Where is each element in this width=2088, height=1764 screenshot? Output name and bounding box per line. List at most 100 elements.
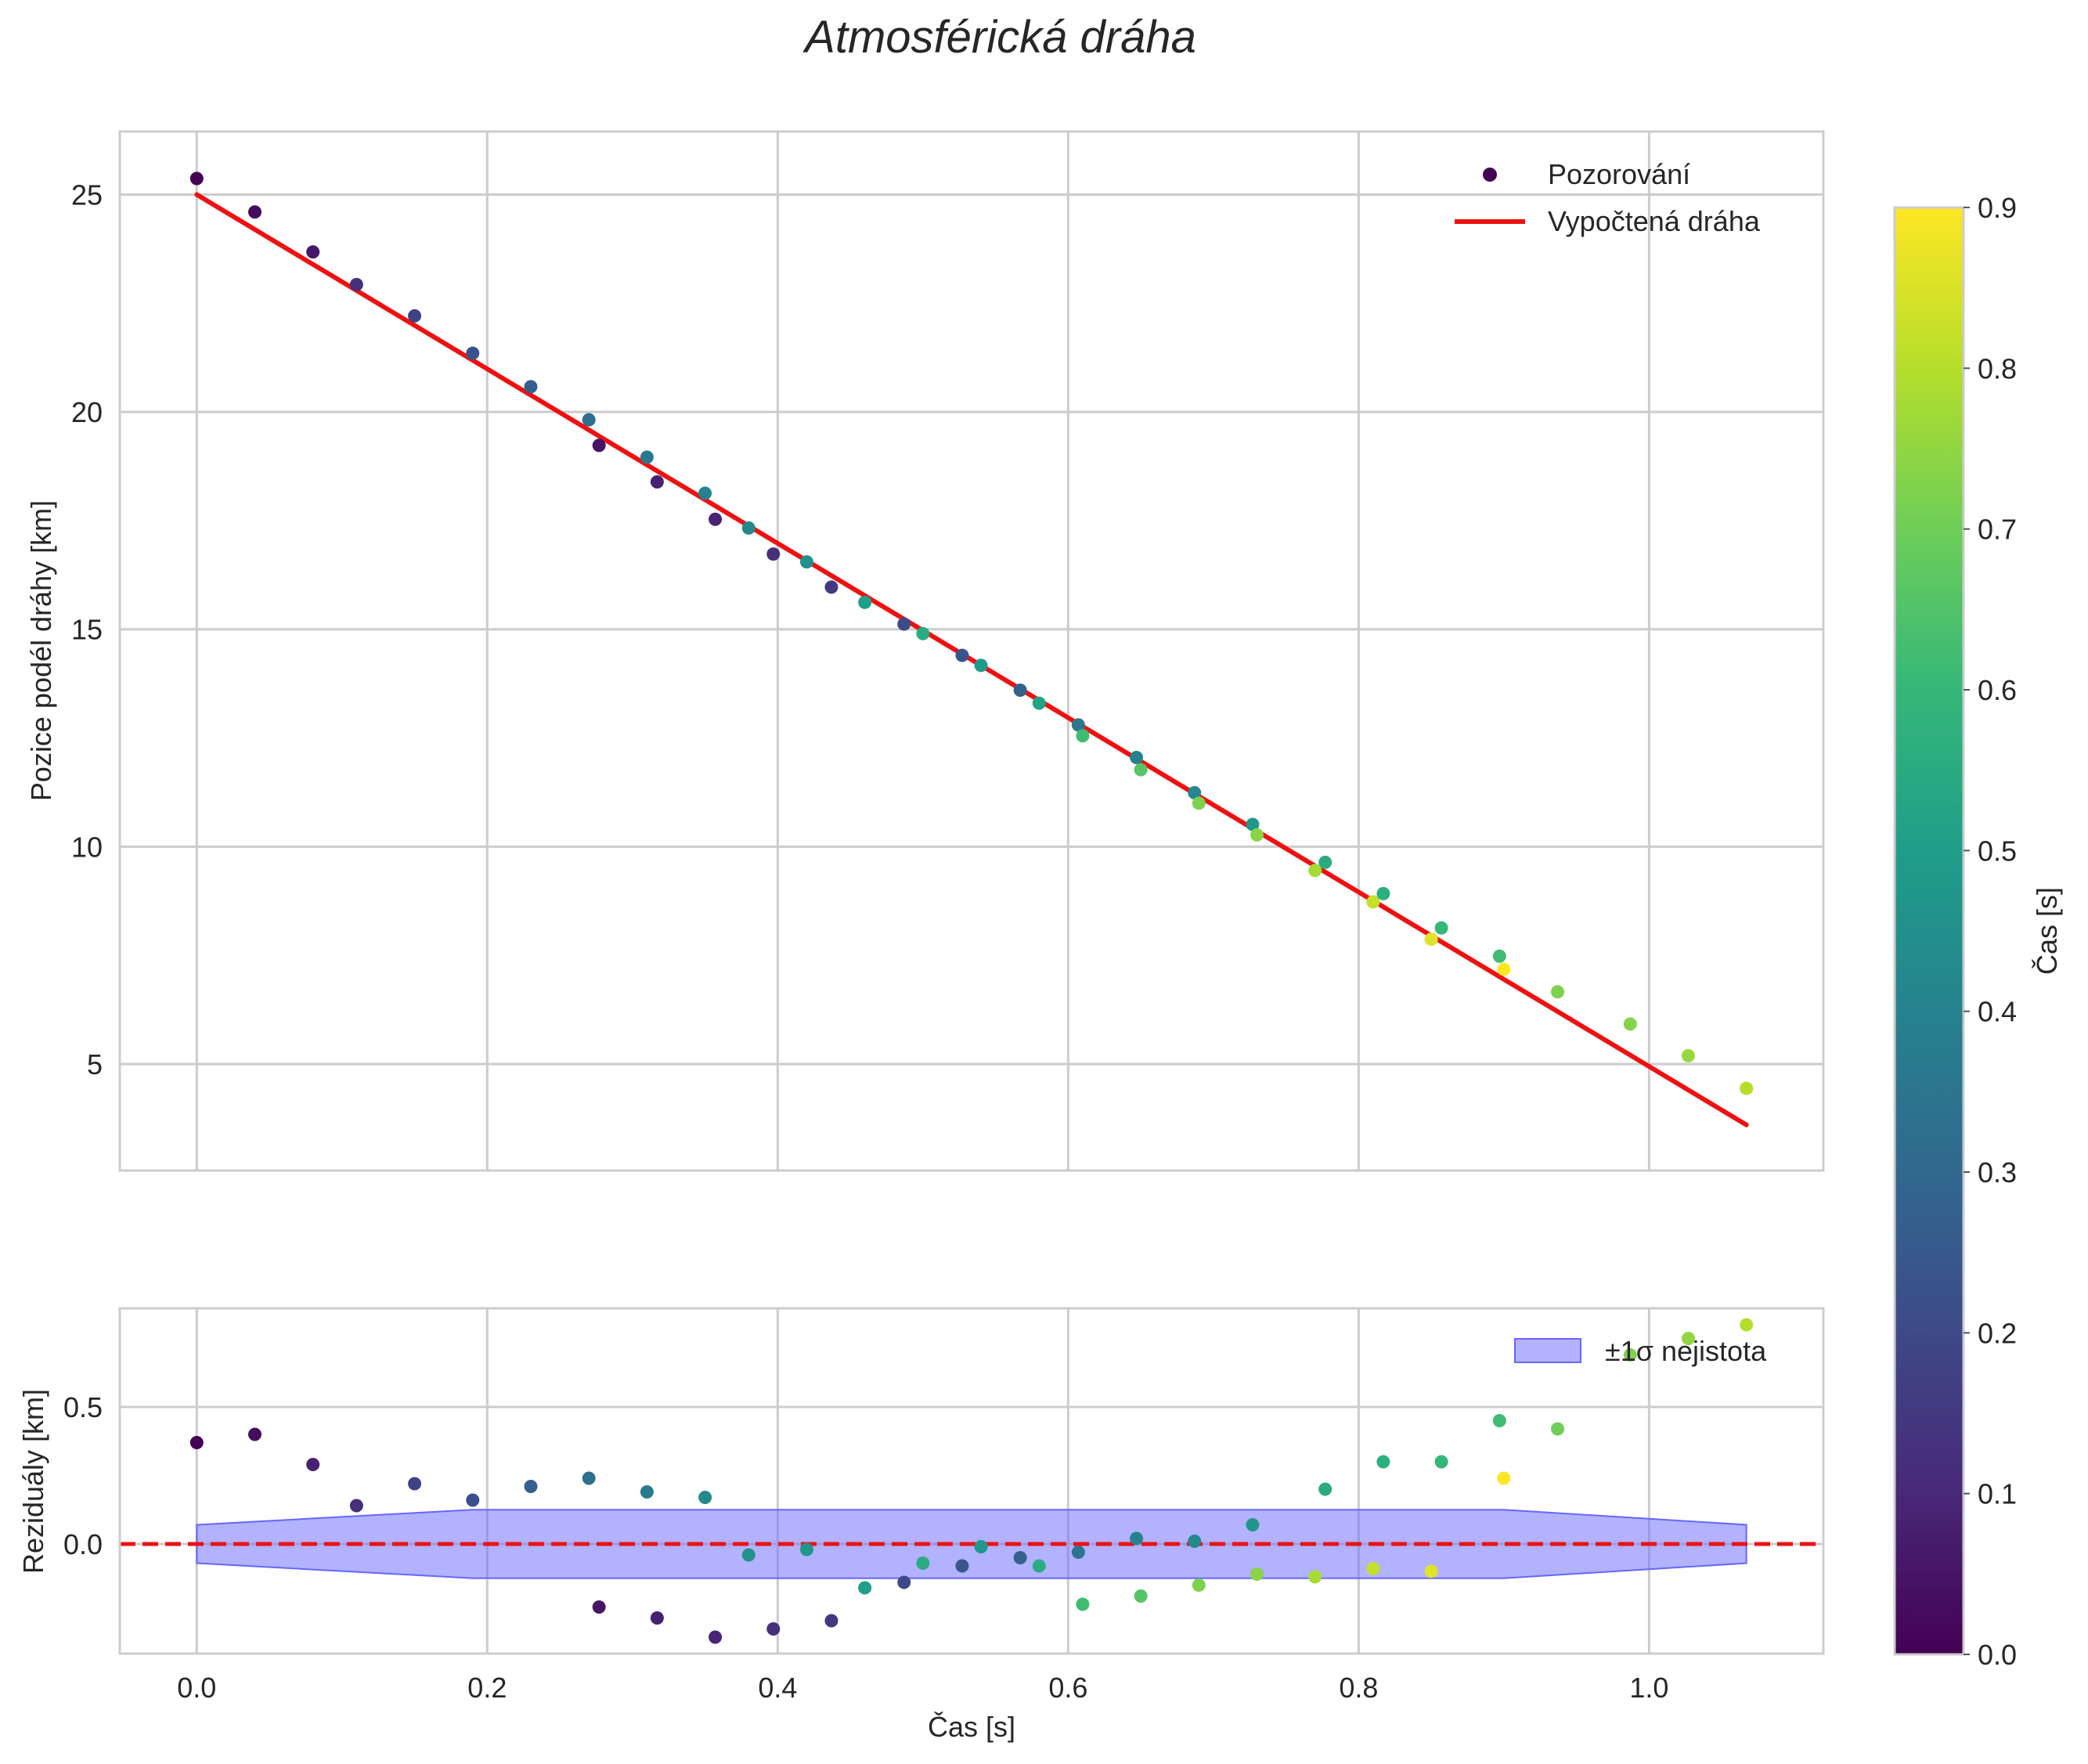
top-axes-frame bbox=[118, 130, 1825, 1172]
bottom-y-tick-label: 0.5 bbox=[63, 1391, 103, 1423]
residual-point bbox=[640, 1485, 654, 1499]
colorbar-tick-label: 0.7 bbox=[1978, 514, 2017, 546]
residual-point bbox=[248, 1427, 262, 1441]
residual-point bbox=[1434, 1455, 1448, 1469]
residual-point bbox=[858, 1581, 872, 1595]
residual-point bbox=[974, 1540, 988, 1553]
observation-point bbox=[824, 580, 838, 594]
residual-point bbox=[1013, 1551, 1027, 1564]
residual-point bbox=[955, 1559, 969, 1573]
observation-point bbox=[799, 555, 813, 569]
residual-point bbox=[408, 1477, 422, 1491]
residual-point bbox=[1192, 1578, 1206, 1592]
bottom-y-tick-label: 0.0 bbox=[63, 1528, 103, 1560]
observation-point bbox=[1551, 985, 1565, 999]
colorbar-tick-label: 0.6 bbox=[1978, 674, 2017, 706]
observation-point bbox=[1492, 949, 1506, 963]
colorbar-gradient bbox=[1893, 206, 1965, 1656]
residual-point bbox=[1032, 1559, 1046, 1573]
colorbar-tick-label: 0.0 bbox=[1978, 1639, 2017, 1671]
observation-point bbox=[1134, 763, 1148, 777]
residual-point bbox=[1134, 1589, 1148, 1603]
residual-point bbox=[1308, 1570, 1322, 1584]
observation-point bbox=[741, 521, 756, 535]
observation-point bbox=[1013, 683, 1027, 697]
residual-point bbox=[1376, 1455, 1390, 1469]
observation-point bbox=[766, 547, 781, 561]
x-tick-label: 1.0 bbox=[1629, 1672, 1668, 1704]
colorbar-tick-label: 0.1 bbox=[1978, 1478, 2017, 1510]
top-y-tick-label: 20 bbox=[71, 396, 103, 428]
x-tick-label: 0.6 bbox=[1048, 1672, 1087, 1704]
residual-point bbox=[524, 1480, 538, 1493]
observation-point bbox=[709, 512, 723, 526]
residual-point bbox=[766, 1622, 781, 1636]
observation-point bbox=[349, 277, 363, 291]
observation-point bbox=[1681, 1048, 1695, 1062]
residual-point bbox=[1250, 1567, 1264, 1581]
fit-line bbox=[194, 192, 1749, 1127]
observation-point bbox=[955, 648, 969, 662]
residual-point bbox=[799, 1542, 813, 1557]
observation-point bbox=[650, 475, 664, 489]
colorbar-tick-label: 0.4 bbox=[1978, 996, 2017, 1028]
residual-point bbox=[1366, 1562, 1380, 1575]
legend-marker-observations bbox=[1483, 168, 1497, 182]
residual-point bbox=[916, 1557, 930, 1570]
observation-point bbox=[1188, 786, 1202, 800]
top-y-tick-label: 10 bbox=[71, 831, 103, 863]
residual-point bbox=[650, 1611, 664, 1625]
residual-point bbox=[582, 1471, 596, 1485]
colorbar-label: Čas [s] bbox=[2031, 887, 2063, 975]
residual-point bbox=[1623, 1348, 1637, 1362]
x-tick-label: 0.8 bbox=[1339, 1672, 1378, 1704]
observation-point bbox=[640, 450, 654, 464]
figure-title: Atmosférická dráha bbox=[802, 12, 1196, 63]
bottom-axes-frame bbox=[118, 1307, 1825, 1655]
x-tick-label: 0.2 bbox=[467, 1672, 507, 1704]
residual-point bbox=[1246, 1518, 1260, 1531]
observation-point bbox=[1130, 751, 1144, 765]
bottom-plot-area bbox=[120, 1308, 1823, 1654]
colorbar: 0.0 0.1 0.2 0.3 0.4 0.5 0.6 0.7 0.8 0.9 Čas [s] bbox=[1893, 192, 2063, 1671]
residual-point bbox=[1424, 1564, 1438, 1578]
residual-point bbox=[1551, 1422, 1565, 1436]
observation-point bbox=[524, 380, 538, 394]
residual-point bbox=[1681, 1332, 1695, 1345]
bottom-legend: ±1σ nejistota bbox=[1514, 1335, 1767, 1367]
top-y-axis-label: Pozice podél dráhy [km] bbox=[25, 500, 57, 801]
observation-point bbox=[1308, 864, 1322, 878]
observation-point bbox=[1246, 817, 1260, 831]
observation-point bbox=[897, 617, 911, 631]
x-axis-label: Čas [s] bbox=[928, 1711, 1015, 1743]
top-panel: 5 10 15 20 25 Pozice podél dráhy [km] Pozoro… bbox=[25, 130, 1825, 1172]
observation-point bbox=[1250, 828, 1264, 842]
residual-point bbox=[709, 1630, 723, 1644]
observation-point bbox=[698, 486, 712, 500]
residual-scatter-layer bbox=[189, 1318, 1754, 1644]
observation-point bbox=[1424, 933, 1438, 947]
residual-point bbox=[1071, 1546, 1085, 1559]
residual-point bbox=[1492, 1414, 1506, 1427]
residual-point bbox=[897, 1575, 911, 1589]
fit-line-layer bbox=[194, 192, 1749, 1127]
colorbar-tick-label: 0.8 bbox=[1978, 352, 2017, 384]
residual-point bbox=[1318, 1482, 1332, 1496]
observation-point bbox=[1192, 796, 1206, 810]
top-y-tick-label: 25 bbox=[71, 179, 103, 211]
top-y-tick-label: 5 bbox=[87, 1048, 103, 1080]
colorbar-tick-label: 0.9 bbox=[1978, 192, 2017, 224]
residual-point bbox=[1130, 1531, 1144, 1546]
residual-point bbox=[466, 1493, 480, 1507]
colorbar-tick-label: 0.3 bbox=[1978, 1156, 2017, 1189]
colorbar-ticks: 0.0 0.1 0.2 0.3 0.4 0.5 0.6 0.7 0.8 0.9 bbox=[1964, 192, 2017, 1671]
residual-point bbox=[824, 1614, 838, 1628]
top-y-tick-label: 15 bbox=[71, 614, 103, 646]
observation-point bbox=[1740, 1081, 1754, 1095]
residual-point bbox=[1076, 1597, 1090, 1611]
residual-point bbox=[592, 1600, 606, 1614]
observation-point bbox=[248, 205, 262, 219]
top-plot-area bbox=[120, 132, 1823, 1171]
residual-point bbox=[741, 1548, 756, 1562]
